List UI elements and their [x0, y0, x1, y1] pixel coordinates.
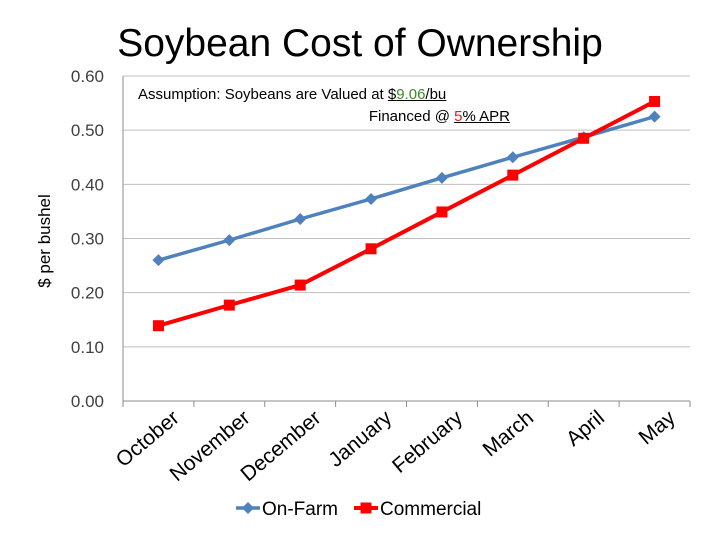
y-tick-label: 0.40	[71, 175, 104, 194]
y-axis-label: $ per bushel	[35, 194, 54, 288]
legend-item: On-Farm	[236, 499, 338, 520]
data-point	[152, 254, 165, 267]
data-point	[648, 110, 661, 123]
legend-label: On-Farm	[262, 499, 338, 520]
legend-item: Commercial	[354, 499, 481, 520]
legend-swatch-marker	[242, 502, 254, 514]
y-axis-ticks: 0.00 0.10 0.20 0.30 0.40 0.50 0.60	[71, 67, 104, 411]
series-line	[157, 99, 656, 328]
data-point	[365, 192, 378, 205]
series	[152, 95, 661, 332]
legend: On-Farm Commercial	[236, 499, 481, 520]
y-tick-label: 0.30	[71, 230, 104, 249]
x-tick-label: May	[635, 406, 681, 449]
rate-value: 5% APR	[454, 108, 510, 125]
gridlines	[123, 75, 690, 348]
data-point	[223, 234, 236, 247]
x-tick-label: January	[324, 406, 396, 472]
assumption-prefix: Assumption: Soybeans are Valued at	[138, 86, 388, 103]
y-tick-label: 0.20	[71, 284, 104, 303]
financing-prefix: Financed @	[368, 108, 455, 125]
x-tick-label: March	[479, 406, 538, 461]
chart-title: Soybean Cost of Ownership	[117, 22, 603, 65]
data-point	[152, 320, 164, 332]
y-tick-label: 0.00	[71, 392, 104, 411]
data-point	[435, 171, 448, 184]
axes	[122, 76, 691, 407]
y-tick-label: 0.10	[71, 338, 104, 357]
series-line	[157, 114, 656, 262]
data-point	[506, 151, 519, 164]
y-tick-label: 0.50	[71, 121, 104, 140]
data-point	[578, 132, 590, 144]
data-point	[294, 279, 306, 291]
price-value: $9.06/bu	[387, 86, 447, 103]
legend-swatch-marker	[360, 502, 372, 514]
data-point	[649, 95, 661, 107]
data-point	[436, 206, 448, 218]
data-point	[365, 243, 377, 255]
data-point	[294, 213, 307, 225]
data-point	[223, 299, 235, 311]
data-point	[507, 169, 519, 181]
series-commercial	[152, 95, 661, 332]
x-tick-label: April	[562, 406, 609, 451]
legend-label: Commercial	[380, 499, 481, 520]
x-tick-label: February	[388, 406, 468, 478]
assumption-note: Assumption: Soybeans are Valued at $9.06…	[138, 84, 510, 128]
y-tick-label: 0.60	[71, 67, 104, 86]
